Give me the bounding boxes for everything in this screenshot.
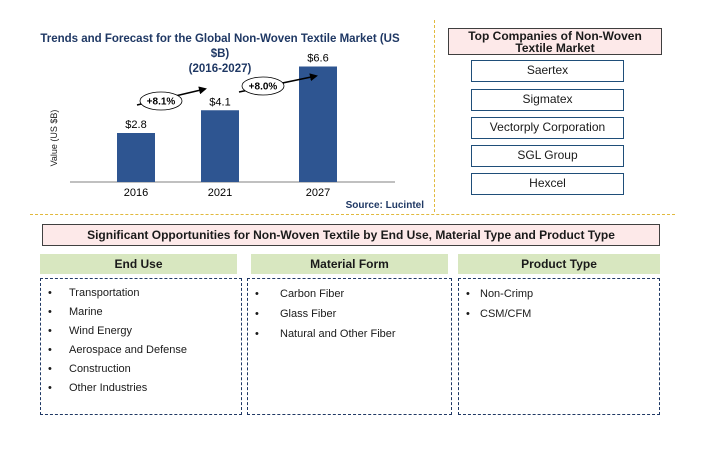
bar-chart: Value (US $B) $2.8 2016 $4.1 2021 $6.6 2027 +… xyxy=(49,53,425,212)
bullet-icon: • xyxy=(466,308,470,320)
list-item-label: Marine xyxy=(69,306,103,318)
list-item: • Construction xyxy=(48,363,241,382)
chart-source: Source: Lucintel xyxy=(346,200,425,211)
list-item-label: Glass Fiber xyxy=(280,308,337,320)
bullet-icon: • xyxy=(48,306,52,318)
list-item-label: CSM/CFM xyxy=(480,308,532,320)
chart-title: Trends and Forecast for the Global Non-W… xyxy=(40,33,400,60)
company-item: Hexcel xyxy=(471,173,624,195)
list-item: • CSM/CFM xyxy=(466,308,659,328)
product-type-list-box: • Non-Crimp • CSM/CFM xyxy=(458,278,660,415)
list-item-label: Non-Crimp xyxy=(480,288,534,300)
list-item-label: Other Industries xyxy=(69,382,148,394)
bar-2027 xyxy=(299,66,337,182)
column-header-end-use: End Use xyxy=(40,254,237,274)
x-tick-label: 2021 xyxy=(208,187,232,199)
column-header-material-form: Material Form xyxy=(251,254,448,274)
company-item: Vectorply Corporation xyxy=(471,117,624,139)
opportunities-title: Significant Opportunities for Non-Woven … xyxy=(42,224,660,246)
data-label: $4.1 xyxy=(209,96,230,108)
growth-label-1: +8.1% xyxy=(147,97,176,108)
bullet-icon: • xyxy=(48,287,52,299)
list-item: • Natural and Other Fiber xyxy=(255,328,451,348)
bullet-icon: • xyxy=(255,308,259,320)
bar-2021 xyxy=(201,110,239,182)
company-item: Sigmatex xyxy=(471,89,624,111)
growth-callout-1 xyxy=(139,91,183,111)
bullet-icon: • xyxy=(48,325,52,337)
bars-layer: $2.8 2016 $4.1 2021 $6.6 2027 xyxy=(117,53,337,199)
list-item-label: Wind Energy xyxy=(69,325,132,337)
company-item: SGL Group xyxy=(471,145,624,167)
horizontal-divider xyxy=(30,214,675,215)
x-tick-label: 2027 xyxy=(306,187,330,199)
list-item: • Wind Energy xyxy=(48,325,241,344)
list-item: • Glass Fiber xyxy=(255,308,451,328)
vertical-divider xyxy=(434,20,435,212)
list-item: • Aerospace and Defense xyxy=(48,344,241,363)
bullet-icon: • xyxy=(255,328,259,340)
chart-subtitle: (2016-2027) xyxy=(188,63,252,75)
column-header-product-type: Product Type xyxy=(458,254,660,274)
list-item: • Non-Crimp xyxy=(466,288,659,308)
data-label: $6.6 xyxy=(307,53,328,65)
bar-2016 xyxy=(117,133,155,182)
list-item-label: Transportation xyxy=(69,287,140,299)
chart-title-block: Trends and Forecast for the Global Non-W… xyxy=(30,32,410,77)
end-use-list-box: • Transportation • Marine • Wind Energy • Ae… xyxy=(40,278,242,415)
list-item: • Marine xyxy=(48,306,241,325)
y-axis-label: Value (US $B) xyxy=(49,110,59,167)
data-label: $2.8 xyxy=(125,119,146,131)
list-item-label: Construction xyxy=(69,363,131,375)
growth-callout-2 xyxy=(241,76,285,96)
list-item: • Carbon Fiber xyxy=(255,288,451,308)
material-form-list-box: • Carbon Fiber • Glass Fiber • Natural and … xyxy=(247,278,452,415)
list-item-label: Aerospace and Defense xyxy=(69,344,188,356)
x-tick-label: 2016 xyxy=(124,187,148,199)
growth-label-2: +8.0% xyxy=(249,82,278,93)
list-item-label: Natural and Other Fiber xyxy=(280,328,396,340)
companies-title: Top Companies of Non-Woven Textile Marke… xyxy=(448,28,662,55)
list-item-label: Carbon Fiber xyxy=(280,288,345,300)
list-item: • Transportation xyxy=(48,287,241,306)
bullet-icon: • xyxy=(48,363,52,375)
company-item: Saertex xyxy=(471,60,624,82)
bullet-icon: • xyxy=(466,288,470,300)
list-item: • Other Industries xyxy=(48,382,241,401)
bullet-icon: • xyxy=(255,288,259,300)
bullet-icon: • xyxy=(48,382,52,394)
bullet-icon: • xyxy=(48,344,52,356)
